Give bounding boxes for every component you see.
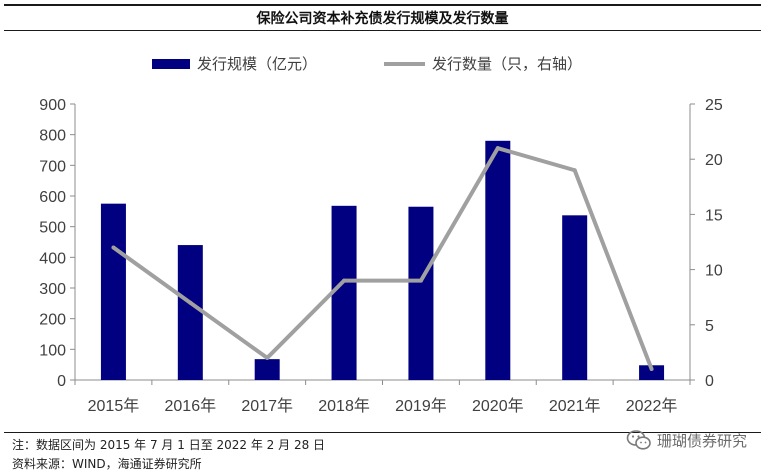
- y-right-tick-label: 25: [705, 97, 723, 114]
- watermark-text: 珊瑚债券研究: [656, 431, 747, 450]
- bar: [408, 206, 434, 380]
- y-left-tick-label: 0: [57, 373, 66, 390]
- line-point: [188, 300, 193, 305]
- line-point: [418, 278, 423, 283]
- top-rule: [4, 4, 761, 6]
- y-right-tick-label: 15: [705, 207, 723, 224]
- line-point: [111, 245, 116, 250]
- line-point: [572, 168, 577, 173]
- line-point: [649, 366, 654, 371]
- line-path: [112, 146, 654, 370]
- line-point: [265, 355, 270, 360]
- x-tick-label: 2018年: [318, 397, 370, 415]
- y-left-tick-label: 900: [39, 97, 66, 114]
- legend: 发行规模（亿元） 发行数量（只，右轴）: [152, 55, 582, 73]
- bar: [254, 359, 280, 380]
- y-left-tick-label: 700: [39, 158, 66, 175]
- y-right-tick-label: 10: [705, 263, 723, 280]
- y-left-tick-label: 400: [39, 250, 66, 267]
- bar: [177, 245, 203, 380]
- x-tick-label: 2016年: [165, 397, 217, 415]
- bar: [485, 140, 511, 380]
- y-right-tick-label: 5: [705, 318, 714, 335]
- bar: [331, 205, 357, 380]
- line-point: [342, 278, 347, 283]
- title-rule: [4, 30, 761, 31]
- chart-title: 保险公司资本补充债发行规模及发行数量: [256, 11, 509, 27]
- watermark: 珊瑚债券研究: [626, 429, 747, 451]
- x-tick-label: 2022年: [626, 397, 678, 415]
- y-right-tick-label: 0: [705, 373, 714, 390]
- wechat-icon: [626, 430, 651, 450]
- legend-label-bar: 发行规模（亿元）: [197, 55, 317, 73]
- footnote: 注：数据区间为 2015 年 7 月 1 日至 2022 年 2 月 28 日: [12, 438, 326, 452]
- y-left-tick-label: 200: [39, 312, 66, 329]
- legend-label-line: 发行数量（只，右轴）: [432, 55, 582, 73]
- y-left-tick-label: 500: [39, 220, 66, 237]
- x-tick-label: 2021年: [549, 397, 601, 415]
- x-tick-label: 2019年: [395, 397, 447, 415]
- line-series: [111, 146, 654, 371]
- y-left-tick-label: 100: [39, 342, 66, 359]
- x-tick-label: 2020年: [472, 397, 524, 415]
- legend-swatch-bar: [152, 59, 190, 69]
- axes: 0 100 200 300 400 500 600 700 800 900 0 5 10 15 20 25 20…: [39, 97, 723, 415]
- y-left-tick-label: 300: [39, 281, 66, 298]
- y-left-tick-label: 600: [39, 189, 66, 206]
- source-note: 资料来源：WIND，海通证券研究所: [12, 457, 202, 471]
- x-tick-label: 2015年: [88, 397, 140, 415]
- bar: [562, 215, 588, 380]
- bar: [100, 203, 126, 380]
- footer-rule: [4, 432, 761, 433]
- y-left-tick-label: 800: [39, 128, 66, 145]
- bar-series: [100, 140, 665, 380]
- y-right-tick-label: 20: [705, 152, 723, 169]
- bar: [639, 365, 665, 380]
- line-point: [495, 146, 500, 151]
- x-tick-label: 2017年: [241, 397, 293, 415]
